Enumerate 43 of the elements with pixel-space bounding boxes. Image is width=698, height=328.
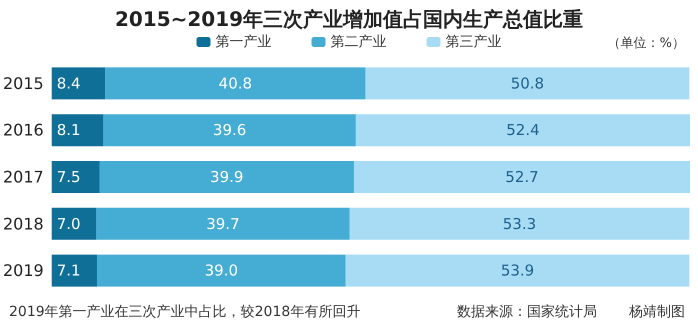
bar bbox=[96, 254, 346, 287]
data-label: 7.5 bbox=[56, 168, 81, 186]
y-tick-label: 2015 bbox=[3, 74, 44, 93]
bar bbox=[52, 161, 100, 193]
data-label: 8.4 bbox=[56, 74, 81, 92]
data-label: 53.9 bbox=[500, 262, 534, 280]
legend-label: 第一产业 bbox=[216, 34, 272, 50]
y-tick-label: 2018 bbox=[3, 214, 44, 234]
data-label: 39.7 bbox=[206, 214, 240, 233]
legend-label: 第三产业 bbox=[446, 34, 502, 50]
bar bbox=[52, 114, 104, 146]
bar bbox=[100, 161, 354, 193]
bar bbox=[96, 208, 350, 240]
source-note: 数据来源：国家统计局 bbox=[457, 304, 597, 320]
chart-title: 2015~2019年三次产业增加值占国内生产总值比重 bbox=[114, 7, 584, 31]
bar bbox=[103, 114, 356, 146]
text: （单位：%） bbox=[608, 36, 686, 51]
bar bbox=[52, 67, 106, 100]
data-label: 39.9 bbox=[210, 168, 244, 186]
bar bbox=[105, 67, 366, 100]
bar bbox=[356, 114, 690, 146]
data-label: 7.1 bbox=[56, 262, 81, 280]
y-tick-label: 2019 bbox=[3, 261, 44, 280]
text: 2019年第一产业在三次产业中占比，较2018年有所回升 bbox=[9, 304, 360, 320]
bar bbox=[346, 254, 690, 287]
data-label: 50.8 bbox=[510, 74, 544, 92]
bar bbox=[350, 208, 690, 240]
text: 杨靖制图 bbox=[628, 304, 685, 320]
data-label: 8.1 bbox=[56, 121, 81, 140]
y-tick-label: 2016 bbox=[3, 120, 44, 140]
data-label: 40.8 bbox=[218, 74, 252, 92]
bar bbox=[52, 208, 96, 240]
bar bbox=[354, 161, 690, 193]
legend-label: 第二产业 bbox=[330, 34, 386, 50]
data-label: 39.0 bbox=[204, 262, 238, 280]
data-label: 52.7 bbox=[505, 168, 539, 186]
bar bbox=[365, 67, 690, 100]
data-label: 52.4 bbox=[506, 121, 540, 140]
data-label: 7.0 bbox=[56, 214, 81, 233]
y-tick-label: 2017 bbox=[3, 168, 44, 186]
data-label: 39.6 bbox=[212, 121, 246, 140]
data-label: 53.3 bbox=[502, 214, 536, 233]
bar bbox=[52, 254, 97, 287]
